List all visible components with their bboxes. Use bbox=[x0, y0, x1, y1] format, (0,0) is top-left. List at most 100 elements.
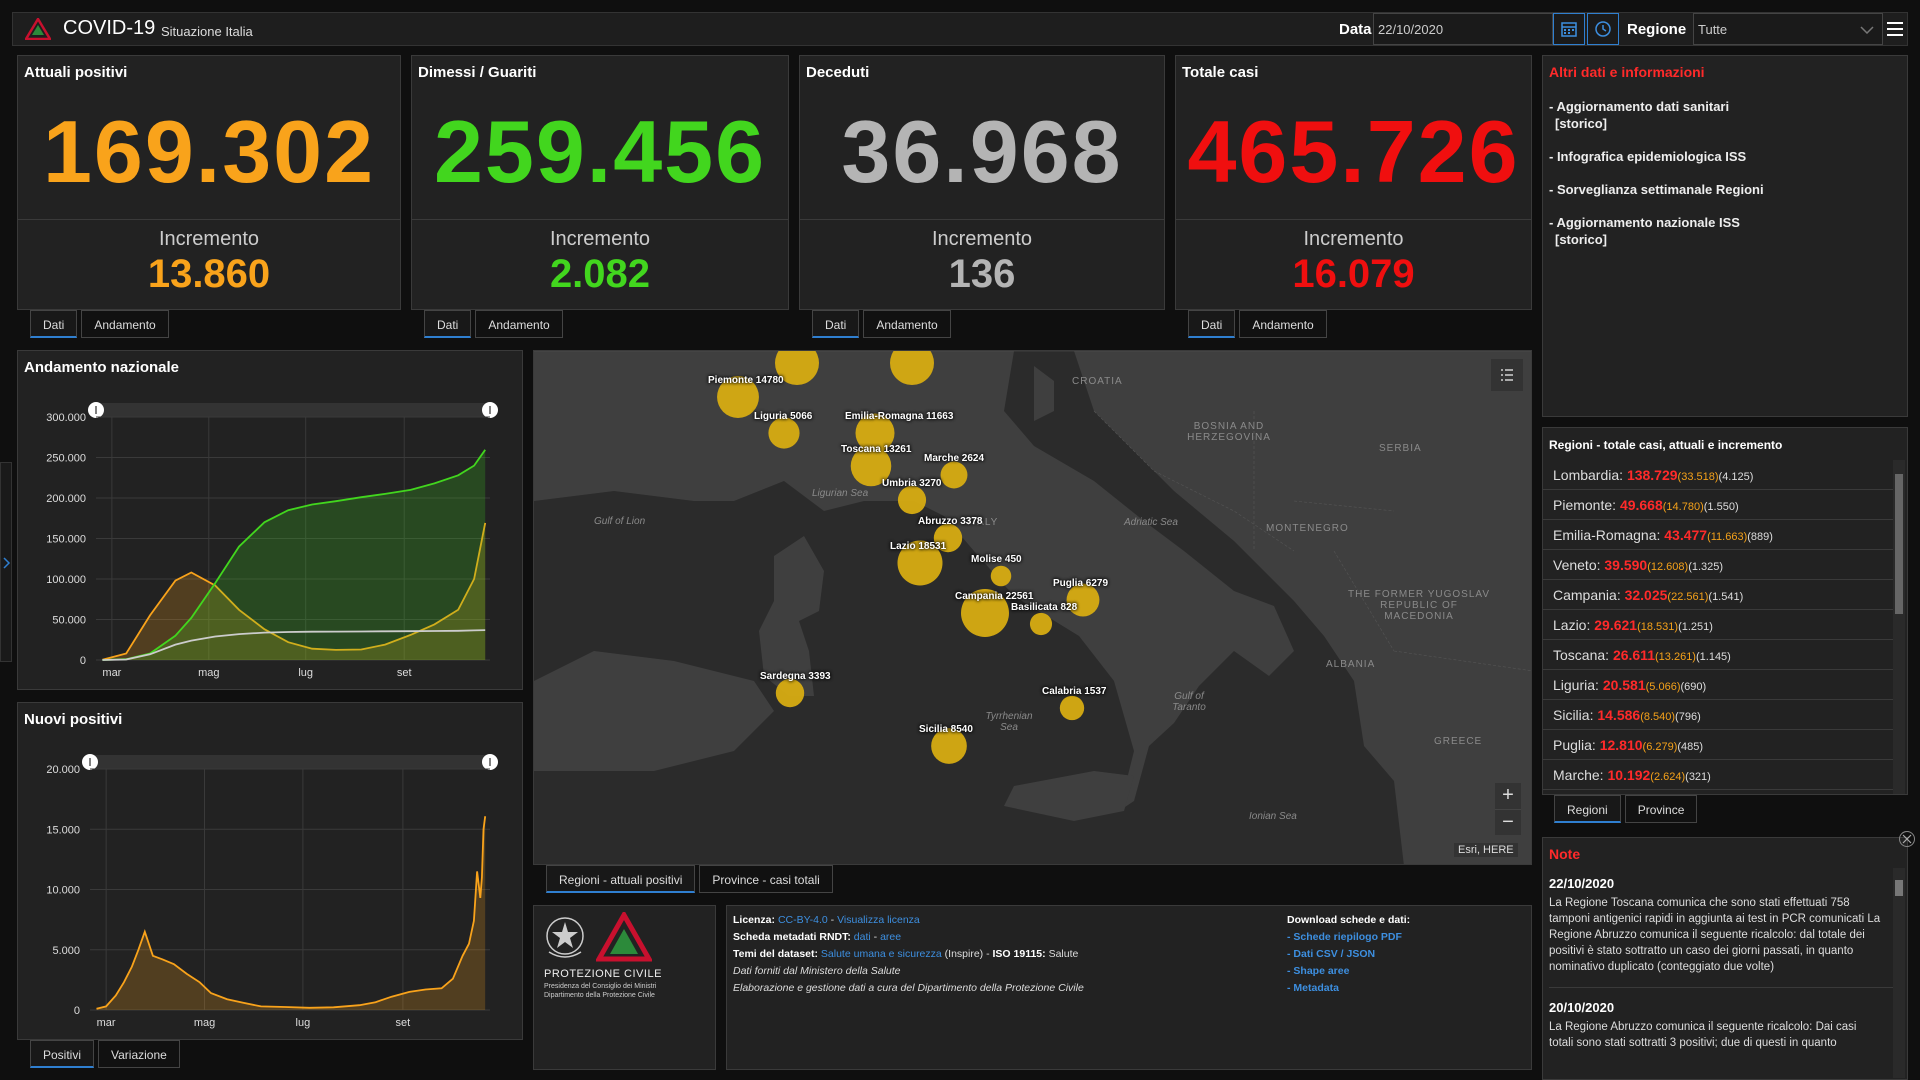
map-bubble[interactable] bbox=[931, 728, 967, 764]
download-pdf-link[interactable]: - Schede riepilogo PDF bbox=[1287, 931, 1402, 943]
info-item-link[interactable]: [storico] bbox=[1555, 232, 1607, 247]
time-button[interactable] bbox=[1587, 13, 1619, 45]
card-increment-label: Incremento bbox=[158, 228, 260, 250]
map-bubble[interactable] bbox=[768, 417, 800, 449]
map-bubble-label: Sicilia 8540 bbox=[919, 724, 973, 735]
region-row[interactable]: Liguria: 20.581(5.066)(690) bbox=[1543, 670, 1893, 700]
region-attuali: (8.540) bbox=[1640, 711, 1676, 723]
map-bubble[interactable] bbox=[850, 445, 892, 487]
view-license-link[interactable]: Visualizza licenza bbox=[837, 914, 920, 926]
map-bubble[interactable] bbox=[1066, 583, 1100, 617]
info-item-text[interactable]: - Sorveglianza settimanale Regioni bbox=[1549, 182, 1764, 197]
region-row[interactable]: Puglia: 12.810(6.279)(485) bbox=[1543, 730, 1893, 760]
tab-andamento[interactable]: Andamento bbox=[475, 310, 563, 338]
tab-dati[interactable]: Dati bbox=[30, 310, 78, 338]
map-bubble[interactable] bbox=[961, 589, 1009, 637]
tab-andamento[interactable]: Andamento bbox=[1239, 310, 1327, 338]
regions-list[interactable]: Lombardia: 138.729(33.518)(4.125) Piemont… bbox=[1543, 460, 1893, 796]
nuovi-positivi-series-line[interactable] bbox=[96, 816, 487, 1010]
map-bubble-label: Piemonte 14780 bbox=[708, 375, 784, 386]
region-row[interactable]: Toscana: 26.611(13.261)(1.145) bbox=[1543, 640, 1893, 670]
map-bubble[interactable] bbox=[990, 565, 1012, 587]
map-attribution[interactable]: Esri, HERE bbox=[1454, 843, 1518, 857]
info-item-infografica[interactable]: - Infografica epidemiologica ISS bbox=[1549, 148, 1901, 165]
tab-dati[interactable]: Dati bbox=[812, 310, 860, 338]
side-panel-toggle[interactable] bbox=[0, 462, 12, 662]
region-row[interactable]: Campania: 32.025(22.561)(1.541) bbox=[1543, 580, 1893, 610]
tab-province-casi-totali[interactable]: Province - casi totali bbox=[699, 865, 833, 893]
info-item-text[interactable]: - Aggiornamento nazionale ISS bbox=[1549, 215, 1740, 230]
themes-link[interactable]: Salute umana e sicurezza bbox=[820, 948, 942, 960]
tab-andamento[interactable]: Andamento bbox=[81, 310, 169, 338]
info-item-aggiornamento-dati[interactable]: - Aggiornamento dati sanitari [storico] bbox=[1549, 98, 1901, 132]
map-bubble[interactable] bbox=[890, 351, 934, 385]
zoom-in-button[interactable]: + bbox=[1495, 783, 1521, 809]
download-section: Download schede e dati: - Schede riepilo… bbox=[1287, 912, 1410, 997]
map-bubble[interactable] bbox=[855, 413, 895, 453]
info-item-aggiornamento-nazionale[interactable]: - Aggiornamento nazionale ISS [storico] bbox=[1549, 214, 1901, 248]
attuali-positivi-series-line[interactable] bbox=[102, 522, 487, 661]
region-row[interactable]: Piemonte: 49.668(14.780)(1.550) bbox=[1543, 490, 1893, 520]
metadata-label: Scheda metadati RNDT: bbox=[733, 931, 851, 943]
map-bubble[interactable] bbox=[940, 461, 968, 489]
tab-regioni-attuali-positivi[interactable]: Regioni - attuali positivi bbox=[546, 865, 696, 893]
info-item-text[interactable]: - Infografica epidemiologica ISS bbox=[1549, 149, 1747, 164]
regione-label: Regione bbox=[1627, 21, 1687, 38]
tab-variazione[interactable]: Variazione bbox=[98, 1040, 180, 1068]
range-slider-track[interactable] bbox=[90, 755, 490, 769]
expand-button[interactable] bbox=[1899, 831, 1915, 847]
map-bubble[interactable] bbox=[1029, 612, 1053, 636]
zoom-out-button[interactable]: − bbox=[1495, 809, 1521, 835]
region-increment: (1.550) bbox=[1703, 501, 1739, 513]
info-item-text[interactable]: - Aggiornamento dati sanitari bbox=[1549, 99, 1730, 114]
map-bubble[interactable] bbox=[775, 351, 819, 385]
deceduti-series-line[interactable] bbox=[102, 629, 486, 661]
tab-regioni[interactable]: Regioni bbox=[1554, 795, 1621, 823]
region-row[interactable]: Sicilia: 14.586(8.540)(796) bbox=[1543, 700, 1893, 730]
menu-button[interactable] bbox=[1883, 13, 1907, 45]
region-row[interactable]: Emilia-Romagna: 43.477(11.663)(889) bbox=[1543, 520, 1893, 550]
map-bubbles[interactable] bbox=[534, 351, 1532, 865]
nuovi-positivi-chart[interactable]: 0 5.000 10.000 15.000 20.000 mar mag lug set bbox=[18, 703, 524, 1041]
license-link[interactable]: CC-BY-4.0 bbox=[777, 914, 828, 926]
download-metadata-link[interactable]: - Metadata bbox=[1287, 982, 1339, 994]
y-tick-label: 100.000 bbox=[46, 574, 86, 586]
metadata-dati-link[interactable]: dati bbox=[853, 931, 871, 943]
region-increment: (1.325) bbox=[1688, 561, 1724, 573]
scrollbar[interactable] bbox=[1893, 460, 1905, 794]
andamento-chart[interactable]: 0 50.000 100.000 150.000 200.000 250.000 300.0… bbox=[18, 351, 524, 691]
tab-positivi[interactable]: Positivi bbox=[30, 1040, 95, 1068]
map-legend-button[interactable] bbox=[1491, 359, 1523, 391]
map-bubble[interactable] bbox=[897, 540, 943, 586]
calendar-button[interactable] bbox=[1553, 13, 1585, 45]
region-row[interactable]: Lombardia: 138.729(33.518)(4.125) bbox=[1543, 460, 1893, 490]
map-bubble[interactable] bbox=[1059, 695, 1085, 721]
tab-andamento[interactable]: Andamento bbox=[863, 310, 951, 338]
note-entry: 20/10/2020 La Regione Abruzzo comunica i… bbox=[1549, 988, 1901, 1051]
scrollbar[interactable] bbox=[1893, 868, 1905, 1078]
map-bubble[interactable] bbox=[897, 485, 927, 515]
info-item-sorveglianza[interactable]: - Sorveglianza settimanale Regioni bbox=[1549, 181, 1901, 198]
region-row[interactable]: Veneto: 39.590(12.608)(1.325) bbox=[1543, 550, 1893, 580]
download-shape-link[interactable]: - Shape aree bbox=[1287, 965, 1350, 977]
y-tick-label: 150.000 bbox=[46, 534, 86, 546]
tab-province[interactable]: Province bbox=[1624, 795, 1698, 823]
map-bubble[interactable] bbox=[717, 376, 759, 418]
tab-dati[interactable]: Dati bbox=[424, 310, 472, 338]
region-attuali: (5.066) bbox=[1645, 681, 1681, 693]
region-row[interactable]: Lazio: 29.621(18.531)(1.251) bbox=[1543, 610, 1893, 640]
card-title: Attuali positivi bbox=[24, 64, 128, 81]
regione-select[interactable]: Tutte bbox=[1693, 13, 1883, 45]
download-csv-link[interactable]: - Dati CSV / JSON bbox=[1287, 948, 1376, 960]
info-item-link[interactable]: [storico] bbox=[1555, 116, 1607, 131]
range-slider-track[interactable] bbox=[96, 403, 490, 417]
map-bubble[interactable] bbox=[933, 523, 963, 553]
date-input[interactable]: 22/10/2020 bbox=[1373, 13, 1553, 45]
region-row[interactable]: Marche: 10.192(2.624)(321) bbox=[1543, 760, 1893, 790]
region-name: Campania: bbox=[1553, 587, 1621, 603]
tab-dati[interactable]: Dati bbox=[1188, 310, 1236, 338]
map-panel[interactable]: CROATIA BOSNIA AND HERZEGOVINA SERBIA MO… bbox=[533, 350, 1532, 865]
metadata-aree-link[interactable]: aree bbox=[880, 931, 902, 943]
dimessi-guariti-series-line[interactable] bbox=[102, 449, 486, 661]
map-bubble[interactable] bbox=[775, 678, 805, 708]
